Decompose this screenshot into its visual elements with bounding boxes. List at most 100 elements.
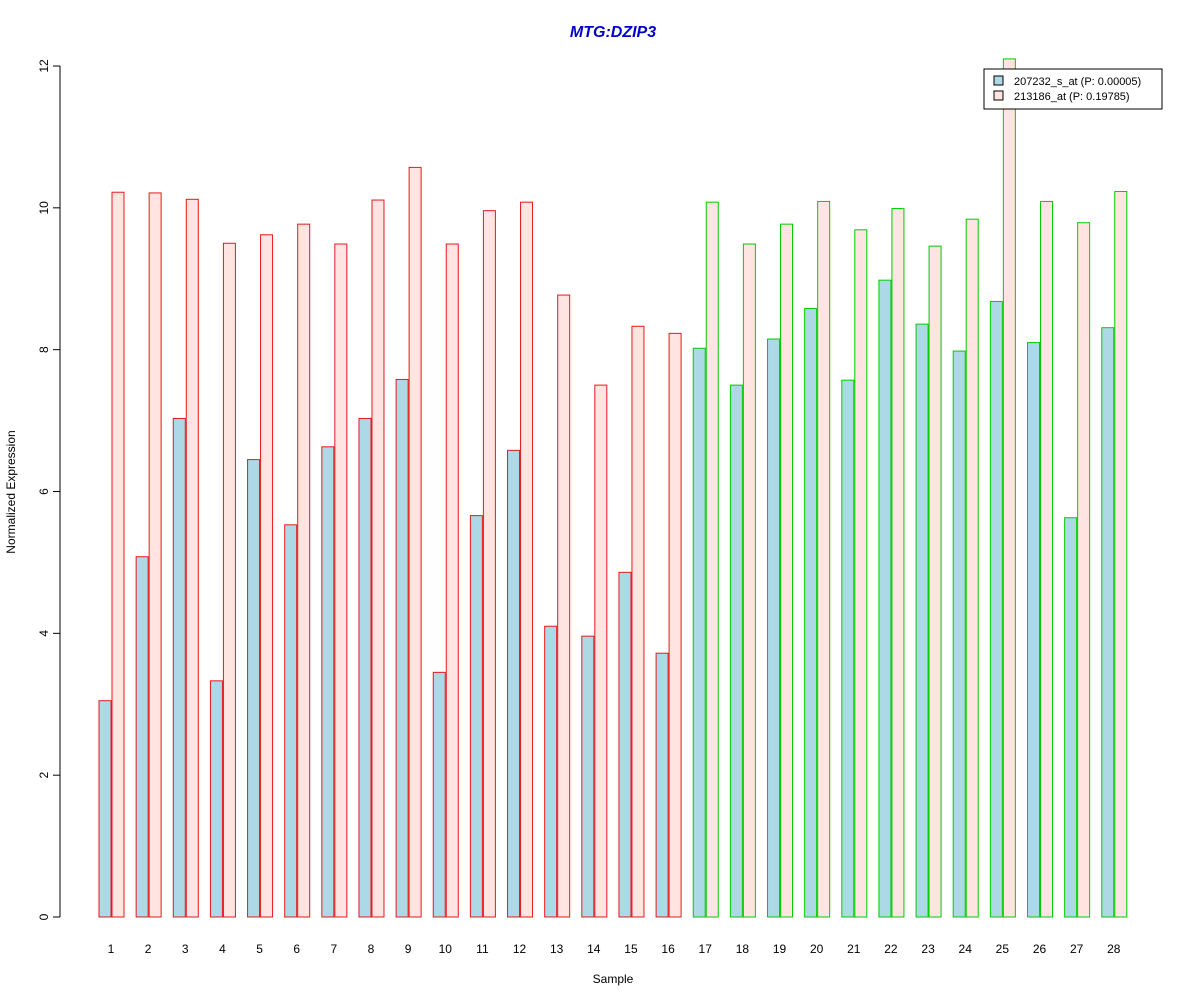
x-tick-label: 18: [736, 942, 750, 956]
x-tick-label: 21: [847, 942, 861, 956]
x-tick-label: 19: [773, 942, 787, 956]
bar-series-2: [594, 384, 608, 918]
bar-series-1: [618, 571, 632, 918]
bar-series-1: [767, 338, 781, 918]
bar-series-2: [1077, 222, 1091, 918]
bar-series-1: [507, 449, 521, 918]
x-tick-label: 16: [661, 942, 675, 956]
bar-series-2: [1002, 58, 1016, 918]
x-tick-label: 9: [405, 942, 412, 956]
bar-series-1: [395, 378, 409, 918]
bar-series-2: [891, 208, 905, 918]
bar-series-2: [780, 223, 794, 918]
legend-swatch: [993, 90, 1004, 101]
bar-series-1: [247, 459, 261, 918]
x-tick-label: 1: [108, 942, 115, 956]
x-tick-label: 23: [921, 942, 935, 956]
x-tick-label: 3: [182, 942, 189, 956]
chart-title: MTG:DZIP3: [570, 24, 656, 41]
x-tick-label: 6: [293, 942, 300, 956]
x-axis-title: Sample: [593, 972, 634, 986]
x-tick-label: 24: [959, 942, 973, 956]
bar-series-2: [445, 243, 459, 918]
bar-series-2: [705, 201, 719, 918]
x-tick-label: 11: [476, 942, 489, 956]
bar-series-2: [408, 166, 422, 918]
bar-series-2: [260, 234, 274, 918]
x-tick-label: 13: [550, 942, 564, 956]
bar-series-1: [989, 300, 1003, 918]
bar-series-1: [98, 700, 112, 918]
bar-series-1: [655, 652, 669, 918]
bar-series-1: [1027, 342, 1040, 918]
bar-series-2: [520, 201, 534, 918]
x-tick-label: 5: [256, 942, 263, 956]
bar-series-2: [631, 325, 645, 918]
y-tick-label: 8: [37, 346, 51, 353]
y-tick-label: 12: [37, 59, 51, 73]
bar-series-2: [668, 332, 682, 918]
x-tick-label: 4: [219, 942, 226, 956]
bar-series-1: [581, 635, 595, 918]
bar-series-2: [222, 242, 236, 918]
x-tick-label: 22: [884, 942, 898, 956]
x-tick-label: 20: [810, 942, 824, 956]
bar-series-2: [854, 229, 868, 918]
legend-entry: 207232_s_at (P: 0.00005): [1014, 76, 1141, 88]
bar-series-1: [469, 515, 483, 918]
x-tick-label: 27: [1070, 942, 1084, 956]
bar-series-1: [1064, 517, 1078, 918]
x-tick-label: 12: [513, 942, 527, 956]
bars: [98, 58, 1128, 918]
legend: 207232_s_at (P: 0.00005) 213186_at (P: 0.…: [983, 68, 1163, 110]
bar-series-1: [284, 524, 298, 918]
bar-series-1: [544, 625, 558, 918]
legend-box: [983, 68, 1163, 110]
bar-series-1: [729, 384, 743, 918]
bar-series-1: [878, 279, 892, 918]
bar-series-1: [432, 671, 446, 918]
x-tick-labels: 1 2 3 4 5 6 7 8 9 10 11 12 13 14 15 16 17 18 19 20 21 22 23 24 2…: [108, 942, 1121, 956]
x-tick-label: 2: [145, 942, 152, 956]
bar-series-1: [321, 446, 335, 918]
y-tick-label: 2: [37, 772, 51, 779]
bar-series-1: [358, 417, 372, 918]
bar-series-2: [371, 199, 385, 918]
bar-series-1: [692, 347, 706, 918]
bar-series-2: [742, 243, 756, 918]
bar-series-1: [804, 308, 818, 918]
bar-series-2: [334, 243, 348, 918]
y-tick-label: 0: [37, 913, 51, 920]
y-tick-label: 4: [37, 630, 51, 637]
bar-series-2: [482, 210, 496, 918]
y-tick-label: 10: [37, 201, 51, 215]
x-tick-label: 26: [1033, 942, 1047, 956]
y-tick-label: 6: [37, 488, 51, 495]
bar-series-2: [185, 198, 199, 918]
bar-series-1: [952, 350, 966, 918]
y-axis: 0 2 4 6 8 10 12: [37, 59, 61, 920]
x-tick-label: 25: [996, 942, 1010, 956]
x-tick-label: 17: [699, 942, 713, 956]
bar-series-2: [1040, 200, 1053, 918]
bar-series-1: [915, 323, 929, 918]
bar-series-2: [148, 192, 162, 918]
bar-series-1: [209, 680, 223, 918]
bar-series-1: [841, 379, 855, 918]
y-axis-title: Normalized Expression: [4, 430, 18, 553]
bar-series-2: [1114, 191, 1128, 918]
x-tick-label: 7: [330, 942, 337, 956]
bar-series-2: [928, 245, 942, 918]
bar-series-2: [111, 191, 125, 918]
x-tick-label: 15: [624, 942, 638, 956]
x-tick-label: 14: [587, 942, 601, 956]
bar-series-2: [965, 218, 979, 918]
bar-series-2: [557, 294, 571, 918]
bar-series-1: [172, 417, 186, 918]
x-tick-label: 28: [1107, 942, 1121, 956]
x-tick-label: 8: [368, 942, 375, 956]
legend-swatch: [993, 75, 1004, 86]
x-tick-label: 10: [439, 942, 453, 956]
bar-series-2: [817, 200, 831, 918]
